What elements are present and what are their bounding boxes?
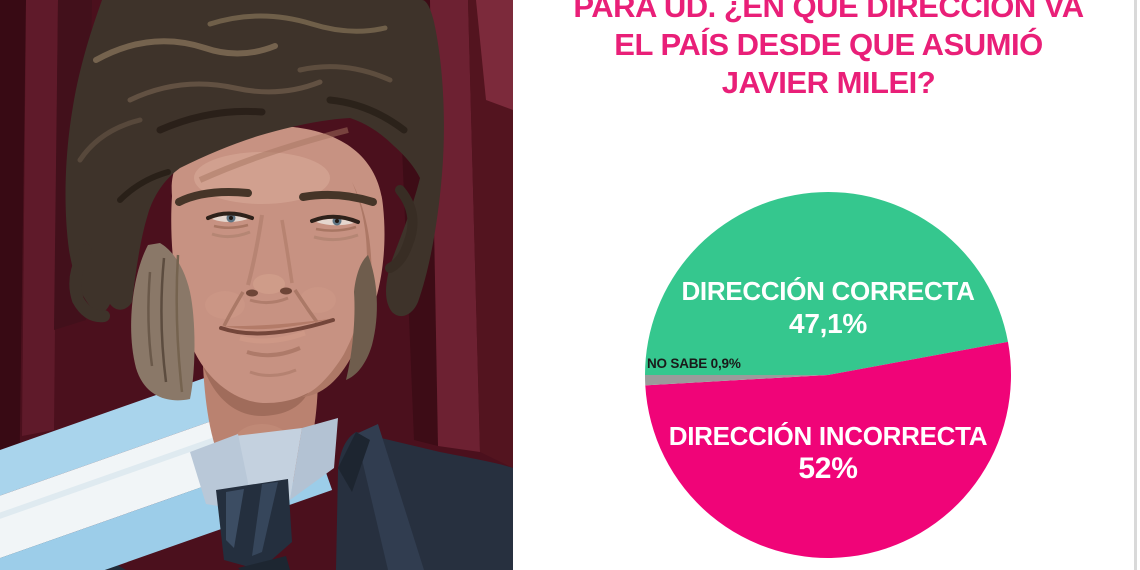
question-line-2: EL PAÍS DESDE QUE ASUMIÓ (614, 27, 1043, 62)
poll-pane: PARA UD. ¿EN QUÉ DIRECCIÓN VA EL PAÍS DE… (513, 0, 1134, 570)
slice-label: DIRECCIÓN INCORRECTA (668, 421, 988, 451)
sideburns (131, 243, 377, 401)
eyes (206, 211, 360, 242)
label-direccion-correcta: DIRECCIÓN CORRECTA 47,1% (645, 276, 1011, 340)
eyebrows (175, 188, 252, 206)
photo-pane (0, 0, 513, 570)
tie (216, 479, 292, 570)
question-line-1: PARA UD. ¿EN QUÉ DIRECCIÓN VA (573, 0, 1084, 24)
hairline-shadow (198, 127, 349, 183)
pie-chart-svg (645, 192, 1011, 558)
mouth (219, 289, 335, 377)
slice-label: NO SABE (647, 356, 708, 371)
slice-label: DIRECCIÓN CORRECTA (681, 276, 975, 306)
direction-pie-chart: DIRECCIÓN CORRECTA 47,1% DIRECCIÓN INCOR… (645, 192, 1011, 558)
milei-photo (0, 0, 513, 570)
nose (246, 214, 294, 305)
label-no-sabe: NO SABE 0,9% (647, 356, 741, 372)
pie-slice-direccion-correcta (645, 192, 1008, 375)
poll-question: PARA UD. ¿EN QUÉ DIRECCIÓN VA EL PAÍS DE… (523, 0, 1134, 102)
pie-slice-no-sabe (645, 375, 828, 386)
slice-value: 52% (798, 452, 858, 485)
slice-value: 0,9% (710, 356, 741, 371)
pie-slice-direccion-incorrecta (645, 341, 1011, 558)
slice-value: 47,1% (789, 308, 867, 339)
right-border-line (1134, 0, 1137, 570)
hair (65, 0, 444, 323)
question-line-3: JAVIER MILEI? (721, 65, 936, 100)
label-direccion-incorrecta: DIRECCIÓN INCORRECTA 52% (645, 421, 1011, 485)
